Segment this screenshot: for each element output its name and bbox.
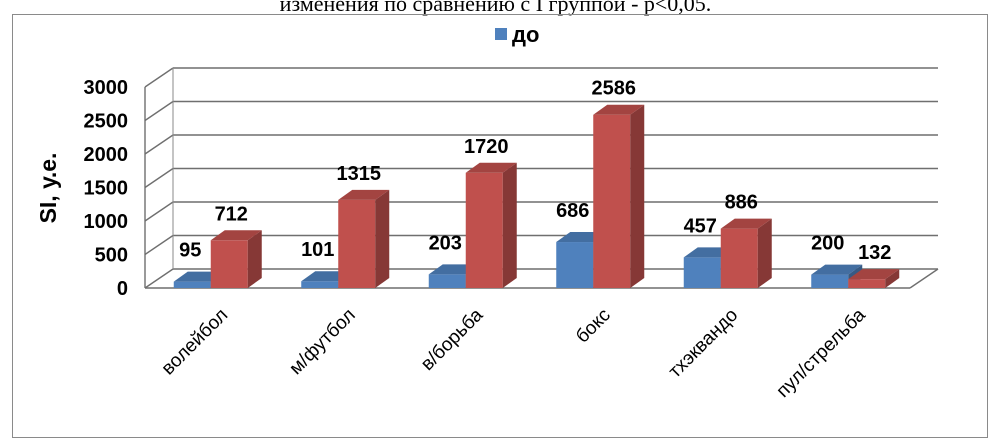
bar-front [720, 228, 758, 288]
x-tick-label: волейбол [158, 305, 233, 380]
y-tick-label: 1000 [84, 211, 129, 233]
bar-front [683, 257, 721, 288]
gridline-depth [144, 167, 174, 189]
bar [210, 230, 262, 288]
y-tick-label: 2000 [84, 144, 129, 166]
gridline-depth [144, 100, 174, 122]
data-label: 457 [684, 215, 717, 237]
x-tick-label: бокс [572, 305, 615, 348]
bar-front [173, 281, 211, 288]
y-tick-label: 0 [117, 278, 128, 300]
bar-front [811, 274, 849, 288]
bar-top [811, 264, 863, 275]
data-label: 2586 [592, 78, 637, 100]
bar [593, 104, 645, 288]
data-label: 712 [215, 203, 248, 225]
bar-front [848, 279, 886, 288]
bar [465, 162, 517, 288]
data-label: 1720 [464, 136, 509, 158]
bar-top [210, 230, 262, 241]
bar-front [301, 281, 339, 288]
bar-top [593, 104, 645, 115]
y-tick-label: 500 [95, 245, 128, 267]
data-label: 886 [725, 192, 758, 214]
data-label: 95 [179, 240, 201, 262]
gridline-depth [144, 268, 174, 289]
y-axis-label: SI, у.е. [35, 153, 61, 224]
data-label: 1315 [337, 163, 382, 185]
bar-side [375, 189, 390, 288]
data-label: 686 [556, 200, 589, 222]
bar-front [593, 114, 631, 288]
gridline-depth [144, 134, 174, 155]
chart-frame [12, 14, 988, 438]
legend-label: до [512, 22, 539, 47]
bar-side [885, 269, 900, 288]
bar [338, 189, 390, 288]
gridline-depth [144, 67, 174, 88]
bar-side [630, 104, 645, 288]
bar-front [465, 172, 503, 288]
x-tick-label: пул/стрельба [773, 304, 870, 401]
bar-front [428, 274, 466, 288]
data-label: 203 [429, 232, 462, 254]
x-tick-label: тхэквандо [665, 305, 743, 383]
y-tick-label: 2500 [84, 111, 129, 133]
data-label: 200 [811, 233, 844, 255]
bar-top [720, 218, 772, 229]
bar [720, 218, 772, 288]
bar-top [338, 189, 390, 200]
bar-side [247, 230, 262, 288]
bar [848, 269, 900, 288]
gridline-depth [144, 201, 174, 222]
y-tick-label: 1500 [84, 178, 129, 200]
data-label: 132 [858, 242, 891, 264]
figure-caption: изменения по сравнению с I группой - р<0… [279, 0, 712, 16]
bar-side [757, 218, 772, 288]
x-tick-label: в/борьба [417, 304, 488, 375]
x-tick-label: м/футбол [285, 305, 359, 379]
floor-right-edge [909, 268, 939, 289]
legend-swatch [495, 28, 507, 40]
bar-front [338, 199, 376, 288]
gridline-depth [144, 234, 174, 256]
data-label: 101 [301, 239, 334, 261]
bar-top [848, 269, 900, 280]
y-tick-label: 3000 [84, 77, 129, 99]
bar-side [502, 162, 517, 288]
bar-top [465, 162, 517, 173]
bar-front [210, 240, 248, 288]
bar-front [556, 242, 594, 288]
